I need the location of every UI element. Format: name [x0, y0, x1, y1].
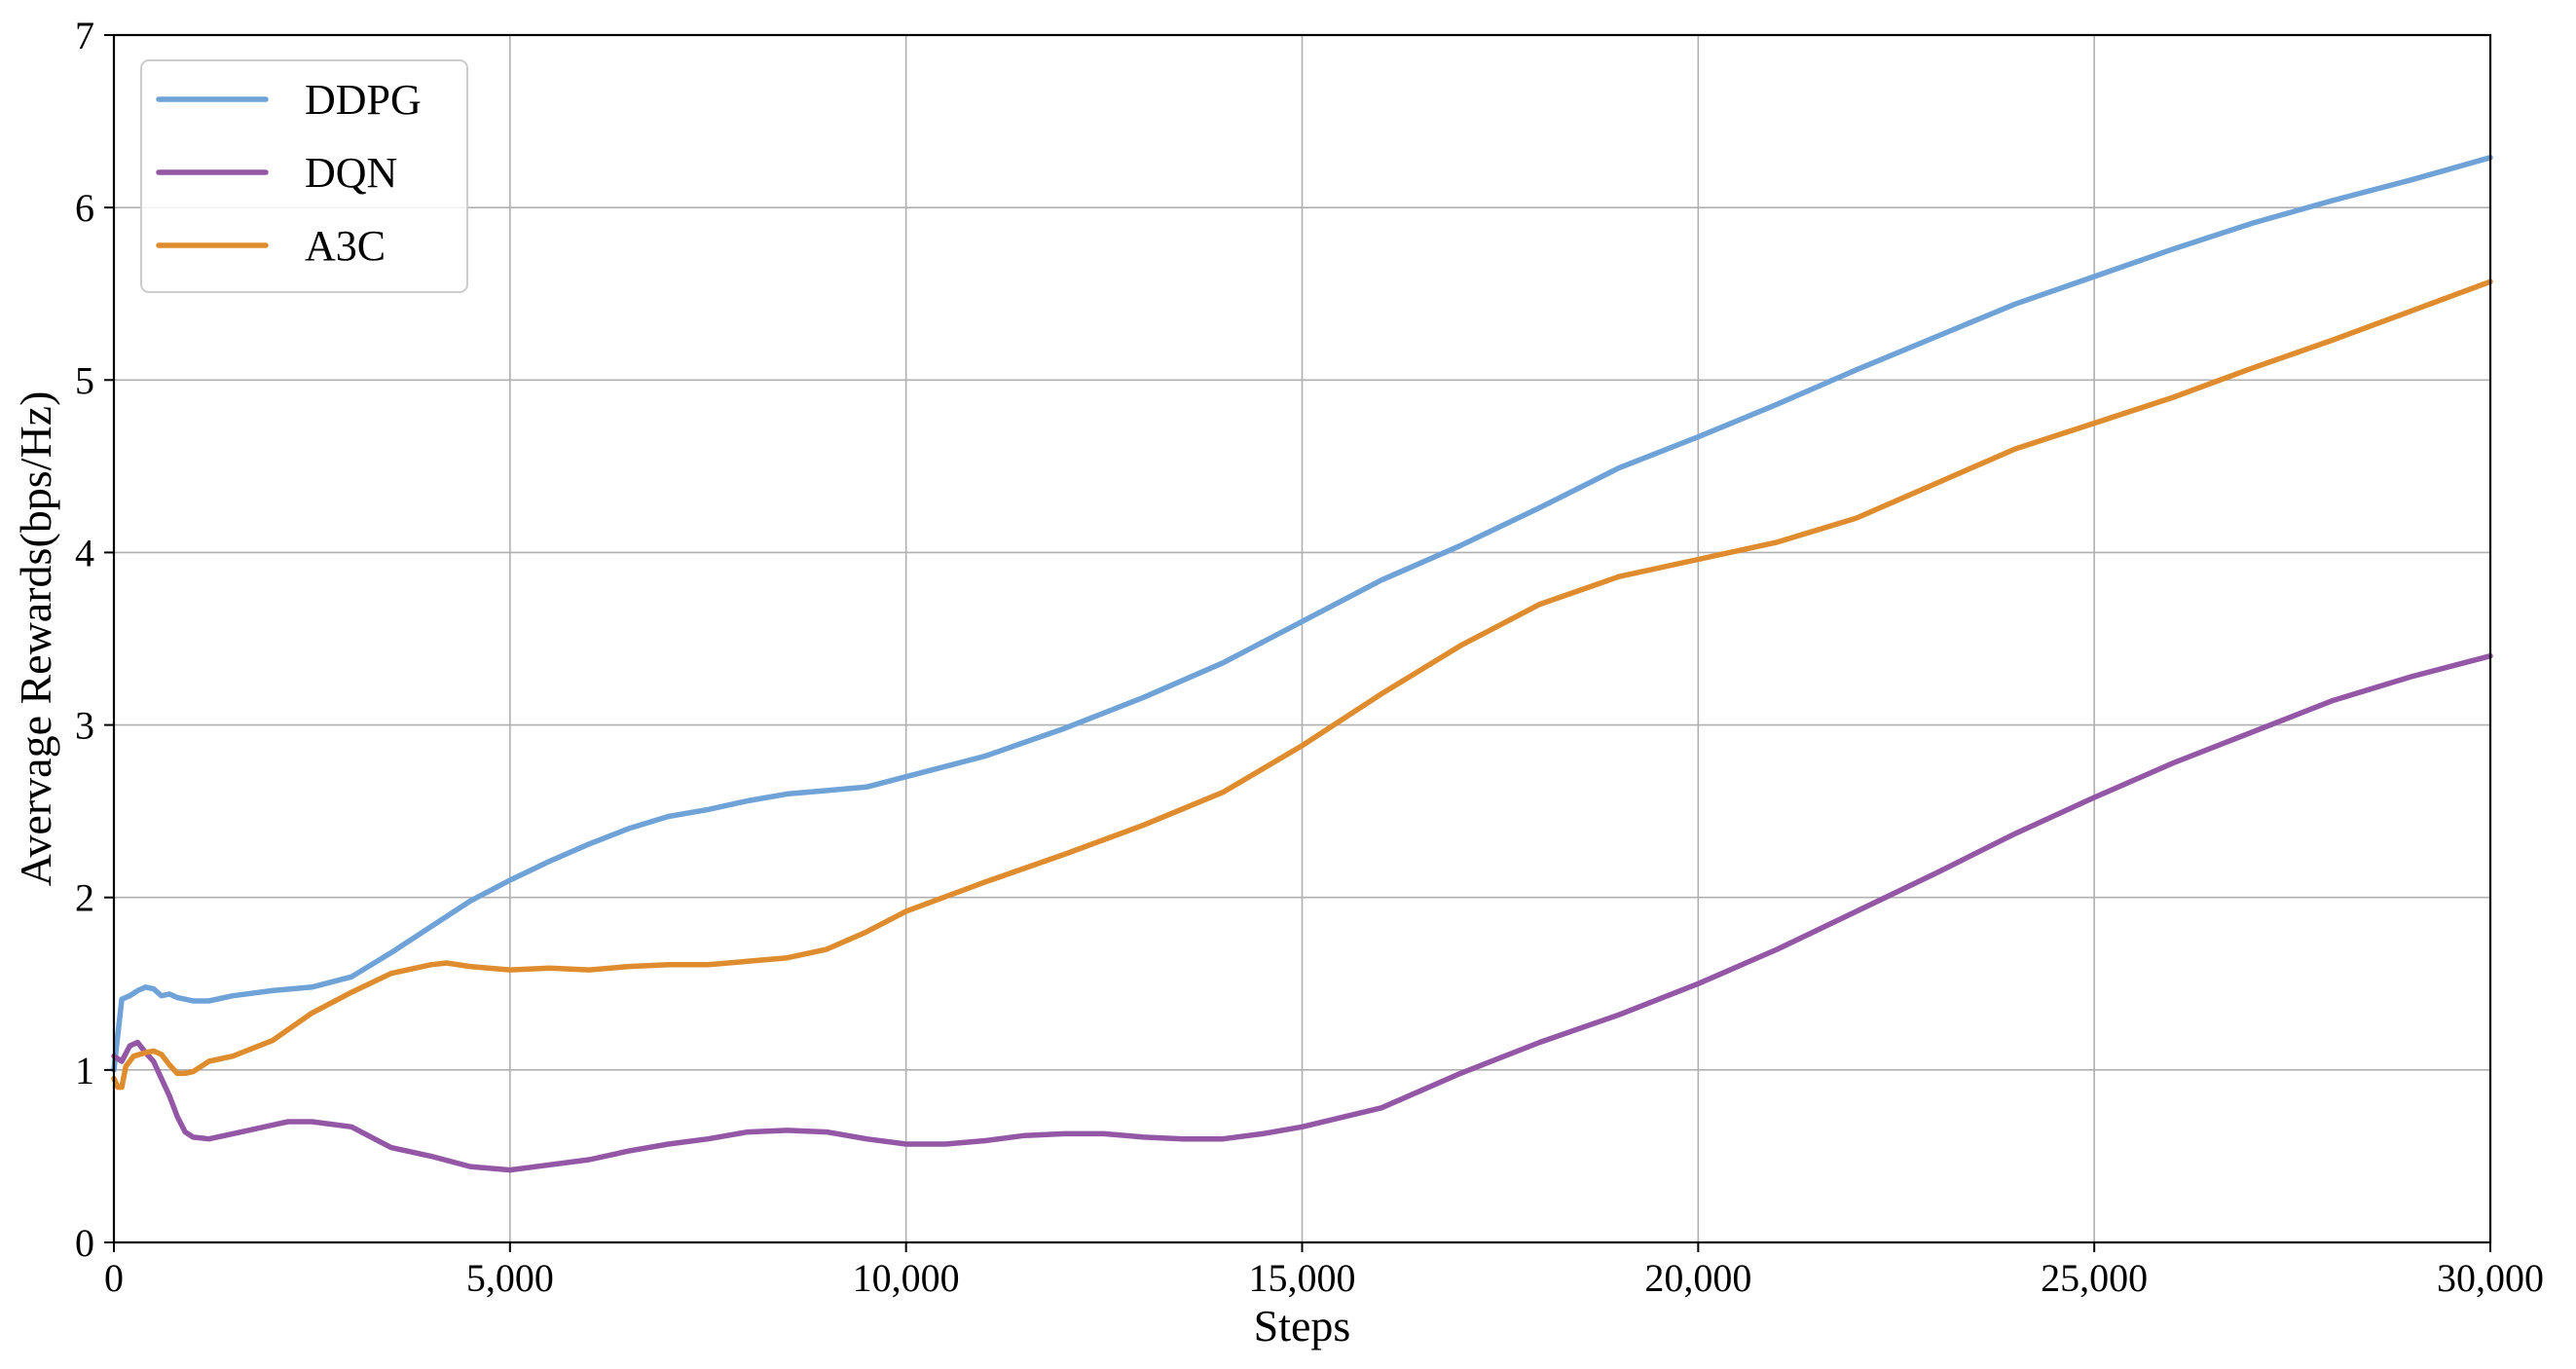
y-tick-label: 4 — [75, 531, 94, 574]
series-line-ddpg — [111, 155, 2493, 1073]
series-lines — [111, 155, 2493, 1173]
x-tick-label: 25,000 — [2041, 1256, 2148, 1300]
series-line-dqn — [111, 652, 2493, 1173]
x-tick-label: 10,000 — [853, 1256, 960, 1300]
legend-label-ddpg: DDPG — [305, 76, 422, 124]
gridlines — [114, 35, 2490, 1242]
y-tick-label: 0 — [75, 1221, 94, 1265]
legend: DDPG DQN A3C — [140, 59, 468, 293]
series-line-a3c — [111, 278, 2493, 1091]
y-tick-label: 5 — [75, 358, 94, 402]
x-tick-label: 5,000 — [466, 1256, 554, 1300]
legend-box — [140, 59, 468, 293]
x-tick-label: 20,000 — [1644, 1256, 1751, 1300]
y-tick-label: 6 — [75, 186, 94, 230]
x-tick-label: 0 — [104, 1256, 124, 1300]
legend-label-dqn: DQN — [305, 149, 397, 197]
legend-label-a3c: A3C — [305, 222, 386, 270]
x-axis-title: Steps — [1254, 1301, 1351, 1350]
x-tick-label: 30,000 — [2437, 1256, 2544, 1300]
y-tick-label: 3 — [75, 704, 94, 748]
y-tick-label: 7 — [75, 14, 94, 57]
y-tick-label: 1 — [75, 1049, 94, 1092]
y-tick-label: 2 — [75, 876, 94, 920]
axis-ticks: 0 5,000 10,000 15,000 20,000 25,000 30,000 0 1 2 3… — [75, 14, 2544, 1300]
x-tick-label: 15,000 — [1249, 1256, 1356, 1300]
y-axis-title: Avervage Rewards(bps/Hz) — [11, 391, 60, 887]
